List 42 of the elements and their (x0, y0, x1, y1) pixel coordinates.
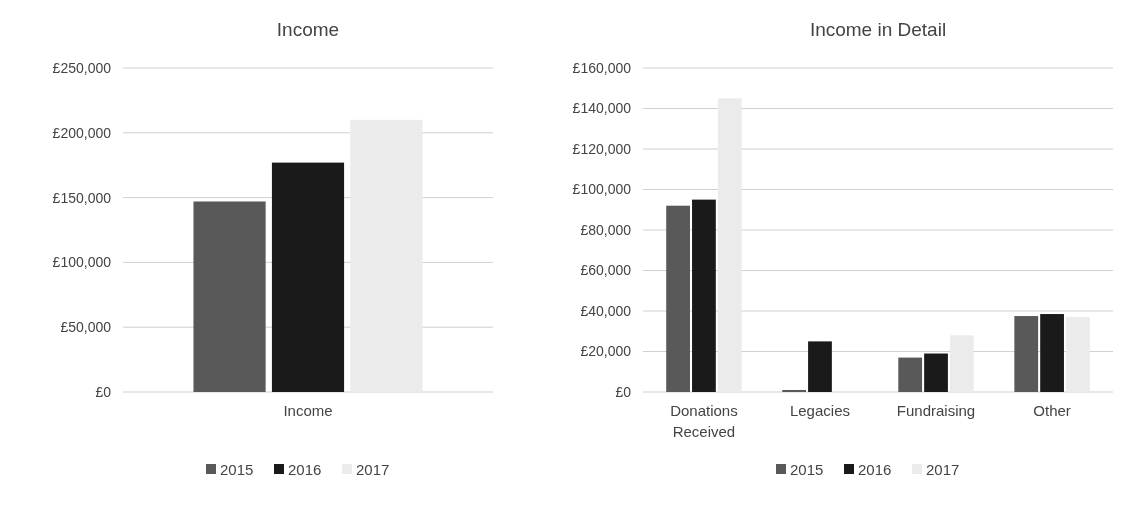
bar (898, 357, 923, 392)
x-tick-label: Other (1033, 402, 1071, 419)
bar (1014, 316, 1039, 392)
bar (949, 335, 974, 392)
chart-title: Income in Detail (809, 19, 947, 40)
y-tick-label: £250,000 (52, 59, 112, 76)
bar (1040, 314, 1064, 392)
y-tick-label: £50,000 (60, 319, 112, 336)
y-tick-label: £0 (615, 383, 632, 400)
y-tick-label: £150,000 (52, 189, 112, 206)
legend-label: 2017 (926, 461, 960, 479)
legend-label: 2017 (356, 461, 390, 479)
x-tick-label: Donations Received (670, 402, 738, 440)
legend-label: 2016 (858, 461, 892, 479)
y-tick-label: £40,000 (580, 302, 632, 319)
x-tick-label: Legacies (789, 402, 850, 419)
bar (717, 98, 742, 392)
y-tick-label: £60,000 (580, 262, 632, 279)
bar (692, 199, 716, 392)
chart-title: Income (276, 19, 340, 40)
bar (271, 162, 345, 392)
y-tick-label: £120,000 (572, 140, 632, 157)
bar (666, 205, 690, 392)
y-tick-label: £80,000 (580, 221, 632, 238)
y-tick-label: £200,000 (52, 124, 112, 141)
y-tick-label: £160,000 (572, 59, 632, 76)
legend-label: 2015 (220, 461, 254, 479)
x-tick-label: Income (283, 402, 333, 419)
y-tick-label: £140,000 (572, 100, 632, 117)
bar (350, 119, 423, 392)
bar (782, 389, 807, 392)
legend-label: 2015 (790, 461, 824, 479)
legend-label: 2016 (288, 461, 322, 479)
bar (1066, 317, 1090, 392)
bar (924, 353, 948, 392)
bar (193, 201, 266, 392)
y-tick-label: £100,000 (52, 254, 112, 271)
y-tick-label: £0 (95, 383, 112, 400)
x-tick-label: Fundraising (896, 402, 976, 419)
bar (808, 341, 832, 392)
y-tick-label: £20,000 (580, 343, 632, 360)
y-tick-label: £100,000 (572, 181, 632, 198)
